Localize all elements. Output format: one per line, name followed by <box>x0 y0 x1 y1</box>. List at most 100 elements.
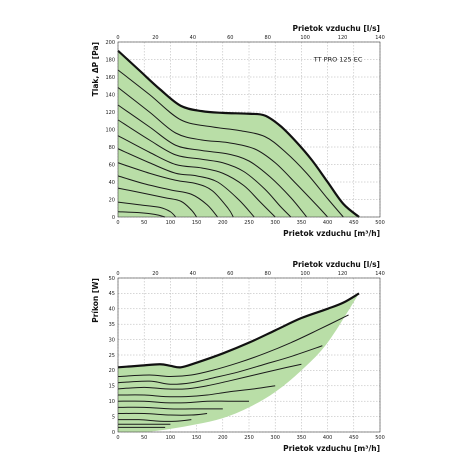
power-x2-tick-label: 60 <box>227 271 233 277</box>
power-x2-tick-label: 0 <box>116 271 119 277</box>
power-y-tick-label: 0 <box>112 430 115 436</box>
power-curve-1 <box>117 314 349 378</box>
pressure-y-tick-label: 40 <box>109 180 115 186</box>
power-curve-3 <box>117 363 302 390</box>
power-y-tick-label: 25 <box>109 353 115 359</box>
power-x-ticks: 0 50 100 150 200 250 300 350 400 450 500 <box>116 435 384 441</box>
pressure-curve-3 <box>117 104 308 218</box>
pressure-x2-tick-label: 40 <box>190 35 196 41</box>
pressure-y-tick-label: 100 <box>105 127 115 133</box>
power-y-tick-label: 45 <box>109 291 115 297</box>
pressure-x2-tick-label: 100 <box>300 35 310 41</box>
power-y-tick-label: 10 <box>109 399 115 405</box>
pressure-x2-tick-label: 0 <box>116 35 119 41</box>
power-y-tick-label: 5 <box>112 414 115 420</box>
pressure-y-tick-label: 0 <box>112 215 115 221</box>
pressure-y-tick-label: 120 <box>105 110 115 116</box>
power-x-tick-label: 450 <box>349 435 359 441</box>
pressure-y-tick-label: 160 <box>105 75 115 81</box>
power-y-tick-label: 50 <box>109 276 115 282</box>
power-x2-ticks: 0 20 40 60 80 100 120 140 <box>116 271 384 277</box>
power-x-tick-label: 300 <box>270 435 280 441</box>
power-x-tick-label: 400 <box>323 435 333 441</box>
pressure-y-tick-label: 60 <box>109 162 115 168</box>
pressure-curve-11 <box>117 211 166 218</box>
pressure-x2-tick-label: 120 <box>338 35 348 41</box>
power-y-tick-label: 20 <box>109 368 115 374</box>
power-y-tick-label: 30 <box>109 337 115 343</box>
pressure-plot-frame <box>117 41 381 218</box>
power-curve-2 <box>117 345 323 385</box>
power-y-tick-label: 40 <box>109 307 115 313</box>
pressure-curve-5 <box>117 135 276 218</box>
pressure-x-label: Prietok vzduchu [m³/h] <box>283 229 380 238</box>
pressure-curve-1 <box>117 69 344 218</box>
power-x-tick-label: 500 <box>375 435 385 441</box>
pressure-x-tick-label: 100 <box>166 220 176 226</box>
pressure-x-tick-label: 400 <box>323 220 333 226</box>
pressure-x-tick-label: 450 <box>349 220 359 226</box>
pressure-y-tick-label: 180 <box>105 57 115 63</box>
power-curve-5 <box>117 400 249 404</box>
power-x-tick-label: 250 <box>244 435 254 441</box>
power-y-label: Príkon [W] <box>91 278 100 323</box>
pressure-x2-tick-label: 20 <box>152 35 158 41</box>
pressure-max-curve <box>117 49 360 218</box>
pressure-x2-tick-label: 60 <box>227 35 233 41</box>
pressure-chart: 0 50 100 150 200 250 300 350 400 450 500 020406080… <box>91 24 385 238</box>
pressure-curve-7 <box>117 162 234 218</box>
power-x-tick-label: 150 <box>192 435 202 441</box>
pressure-y-ticks: 0 20 40 60 80 100 120 140 160 180 200 <box>105 40 115 221</box>
pressure-speed-curves <box>117 69 344 218</box>
power-plot-frame <box>117 277 381 433</box>
power-x-tick-label: 200 <box>218 435 228 441</box>
pressure-x-tick-label: 500 <box>375 220 385 226</box>
power-max-curve <box>117 292 360 369</box>
power-y-tick-label: 35 <box>109 322 115 328</box>
pressure-x-tick-label: 150 <box>192 220 202 226</box>
model-label: TT PRO 125 EC <box>313 55 363 63</box>
pressure-x-ticks: 0 50 100 150 200 250 300 350 400 450 500 <box>116 220 384 226</box>
power-y-tick-label: 15 <box>109 384 115 390</box>
pressure-curve-9 <box>117 187 198 218</box>
power-x-tick-label: 350 <box>297 435 307 441</box>
power-x-label: Prietok vzduchu [m³/h] <box>283 444 380 453</box>
power-x2-tick-label: 120 <box>338 271 348 277</box>
pressure-operating-area <box>118 50 360 217</box>
pressure-curve-6 <box>117 148 255 218</box>
power-x2-tick-label: 20 <box>152 271 158 277</box>
pressure-y-tick-label: 200 <box>105 40 115 46</box>
pressure-curve-10 <box>117 201 177 218</box>
pressure-curve-4 <box>117 119 292 218</box>
power-x2-tick-label: 80 <box>265 271 271 277</box>
pressure-curve-8 <box>117 175 218 218</box>
power-y-ticks: 0 5 10 15 20 25 30 35 40 45 50 <box>109 276 115 436</box>
pressure-x-tick-label: 200 <box>218 220 228 226</box>
power-speed-curves <box>117 314 349 428</box>
power-curve-6 <box>117 406 223 410</box>
pressure-x-tick-label: 300 <box>270 220 280 226</box>
power-x2-tick-label: 40 <box>190 271 196 277</box>
pressure-y-tick-label: 80 <box>109 145 115 151</box>
pressure-x-tick-label: 50 <box>141 220 147 226</box>
pressure-curve-2 <box>117 87 328 218</box>
pressure-y-label: Tlak, ΔP [Pa] <box>91 42 100 96</box>
power-chart: 0 50 100 150 200 250 300 350 400 450 500 051015202… <box>91 260 385 453</box>
pressure-x-tick-label: 0 <box>116 220 119 226</box>
power-x2-label: Prietok vzduchu [l/s] <box>292 260 380 269</box>
power-x-tick-label: 100 <box>166 435 176 441</box>
power-x-tick-label: 0 <box>116 435 119 441</box>
pressure-y-tick-label: 20 <box>109 197 115 203</box>
pressure-y-tick-label: 140 <box>105 92 115 98</box>
pressure-x2-tick-label: 140 <box>375 35 385 41</box>
power-curve-8 <box>117 419 192 422</box>
power-x-tick-label: 50 <box>141 435 147 441</box>
pressure-x2-ticks: 0 20 40 60 80 100 120 140 <box>116 35 384 41</box>
power-x2-tick-label: 100 <box>300 271 310 277</box>
power-x2-tick-label: 140 <box>375 271 385 277</box>
pressure-x2-tick-label: 80 <box>265 35 271 41</box>
pressure-x-tick-label: 250 <box>244 220 254 226</box>
pressure-x-tick-label: 350 <box>297 220 307 226</box>
